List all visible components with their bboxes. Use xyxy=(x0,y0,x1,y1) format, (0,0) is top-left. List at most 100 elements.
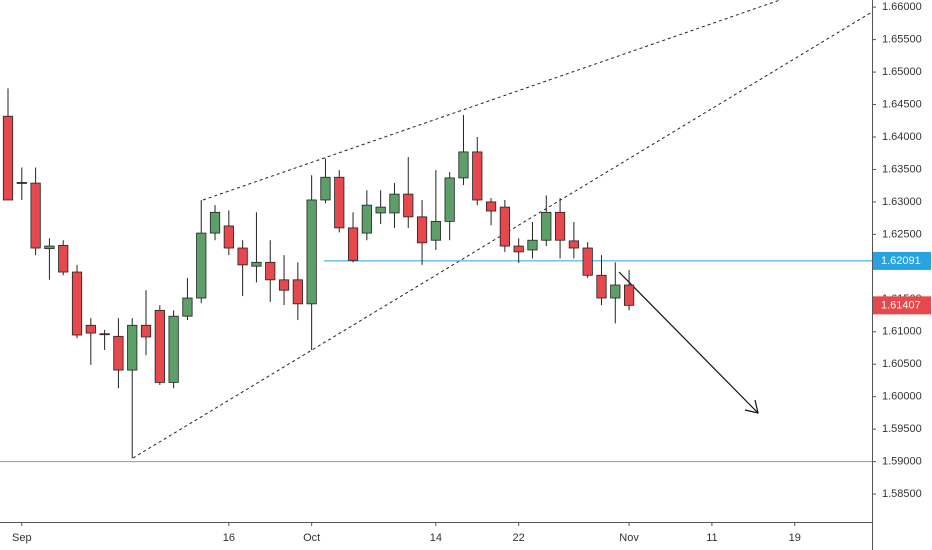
candle-body xyxy=(292,279,303,305)
y-tick-label: 1.64000 xyxy=(882,131,922,143)
candle-body xyxy=(16,182,27,184)
level-price-label: 1.62091 xyxy=(881,255,921,267)
candle xyxy=(182,277,193,321)
last-price-box xyxy=(873,296,931,315)
candle-body xyxy=(389,193,400,214)
candle xyxy=(485,198,497,226)
candle-body xyxy=(113,335,124,371)
x-tick-label: 16 xyxy=(223,532,235,544)
candle-body xyxy=(334,176,345,229)
candle-body xyxy=(127,324,138,371)
candle-body xyxy=(554,211,566,241)
candle-body xyxy=(320,176,331,201)
candle-body xyxy=(361,204,372,234)
arrow-head xyxy=(744,399,759,414)
candle-body xyxy=(44,245,55,250)
candle xyxy=(265,240,276,302)
last-price-label: 1.61407 xyxy=(881,299,921,311)
candle xyxy=(623,270,635,311)
candle xyxy=(610,262,621,324)
candle xyxy=(554,198,566,259)
candle-body xyxy=(265,261,276,281)
y-tick-label: 1.58500 xyxy=(882,488,922,500)
y-tick-label: 1.59000 xyxy=(882,456,922,468)
y-tick-label: 1.66000 xyxy=(882,1,922,13)
candle xyxy=(541,195,552,247)
candle-body xyxy=(623,284,635,306)
candle-body xyxy=(347,227,359,261)
candle xyxy=(223,210,234,256)
candle xyxy=(154,305,165,386)
candle-body xyxy=(527,239,538,251)
candle-body xyxy=(375,206,386,214)
candle-body xyxy=(140,324,152,338)
y-tick-label: 1.60500 xyxy=(882,358,922,370)
candle xyxy=(113,318,124,389)
candle xyxy=(2,88,14,201)
candle xyxy=(347,212,359,263)
candle xyxy=(416,199,428,265)
candle xyxy=(140,290,152,356)
candle-body xyxy=(2,115,14,201)
candle xyxy=(85,318,96,365)
x-tick-label: 22 xyxy=(513,532,525,544)
candle-body xyxy=(223,225,234,249)
candle xyxy=(375,190,386,224)
y-tick-label: 1.59500 xyxy=(882,423,922,435)
x-tick-label: Sep xyxy=(12,532,32,544)
x-tick-label: 14 xyxy=(430,532,442,544)
candle-body xyxy=(196,232,207,299)
candle xyxy=(71,264,83,339)
candle-body xyxy=(99,333,110,336)
candle xyxy=(292,262,303,321)
candle-body xyxy=(458,151,469,179)
candle xyxy=(361,190,372,241)
candle-body xyxy=(154,309,165,383)
candle xyxy=(499,199,510,252)
candle-body xyxy=(499,206,510,247)
candle-body xyxy=(58,245,69,273)
candle xyxy=(444,172,455,241)
candle-body xyxy=(568,240,579,249)
candle xyxy=(389,183,400,228)
candle-body xyxy=(306,199,317,305)
y-tick-label: 1.61000 xyxy=(882,326,922,338)
candle-body xyxy=(472,151,483,201)
candle-body xyxy=(168,315,179,383)
candle-body xyxy=(430,220,441,241)
arrow-shaft xyxy=(618,271,759,414)
y-tick-label: 1.63000 xyxy=(882,196,922,208)
candle xyxy=(278,255,290,306)
candle-body xyxy=(403,193,414,218)
candle xyxy=(209,205,221,241)
candle-body xyxy=(444,177,455,222)
y-tick-label: 1.62500 xyxy=(882,228,922,240)
candle xyxy=(251,212,262,283)
candle-body xyxy=(596,274,607,299)
candle xyxy=(58,240,69,276)
candle-body xyxy=(278,279,290,291)
candle xyxy=(527,222,538,259)
candle xyxy=(320,158,331,204)
candle xyxy=(403,157,414,228)
candle xyxy=(430,170,441,250)
candle-body xyxy=(513,245,524,253)
candle xyxy=(513,238,524,263)
candle xyxy=(582,242,593,278)
candle xyxy=(168,310,179,389)
candle xyxy=(596,255,607,306)
candle-body xyxy=(610,284,621,299)
y-tick-label: 1.60000 xyxy=(882,391,922,403)
projection-arrow xyxy=(618,271,759,414)
candle xyxy=(334,170,345,233)
x-tick-label: 11 xyxy=(706,532,717,544)
y-tick-label: 1.65500 xyxy=(882,34,922,46)
candle xyxy=(16,167,27,200)
candle xyxy=(458,114,469,186)
x-tick-label: Oct xyxy=(303,532,320,544)
candle-body xyxy=(582,247,593,276)
candle-body xyxy=(30,182,41,249)
x-tick-label: 19 xyxy=(789,532,801,544)
candle xyxy=(472,136,483,206)
